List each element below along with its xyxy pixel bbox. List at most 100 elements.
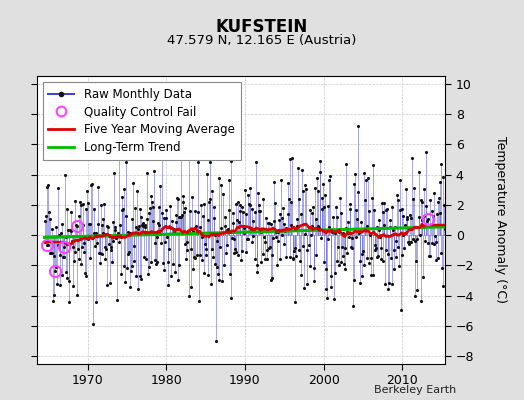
Point: [92, 299, 101, 306]
Point: [305, 242, 313, 249]
Point: [373, 254, 381, 261]
Point: [421, 238, 429, 244]
Point: [192, 229, 201, 235]
Point: [197, 202, 205, 208]
Point: [180, 209, 188, 215]
Point: [276, 211, 285, 217]
Point: [385, 279, 393, 286]
Point: [163, 259, 172, 266]
Point: [384, 285, 392, 292]
Point: [297, 211, 305, 218]
Point: [235, 202, 244, 208]
Point: [432, 239, 440, 245]
Point: [441, 226, 449, 232]
Point: [176, 214, 184, 220]
Point: [270, 218, 278, 224]
Point: [367, 272, 376, 278]
Point: [136, 273, 145, 279]
Point: [377, 244, 385, 251]
Point: [261, 239, 269, 246]
Point: [384, 250, 392, 257]
Point: [174, 277, 182, 283]
Point: [67, 209, 75, 215]
Point: [321, 192, 329, 198]
Point: [194, 209, 203, 216]
Point: [396, 177, 405, 183]
Point: [428, 208, 436, 214]
Point: [376, 233, 384, 240]
Point: [143, 216, 151, 222]
Point: [278, 214, 287, 221]
Point: [110, 170, 118, 176]
Point: [313, 175, 321, 182]
Point: [233, 217, 242, 224]
Point: [334, 262, 343, 268]
Point: [228, 210, 237, 216]
Point: [286, 253, 294, 260]
Point: [80, 249, 88, 256]
Point: [336, 259, 345, 266]
Point: [424, 239, 432, 246]
Point: [122, 159, 130, 166]
Point: [218, 278, 226, 284]
Point: [359, 262, 368, 268]
Point: [69, 244, 77, 250]
Point: [256, 208, 264, 214]
Point: [334, 244, 342, 250]
Point: [247, 228, 255, 234]
Point: [270, 179, 279, 185]
Point: [100, 200, 108, 207]
Point: [61, 234, 70, 240]
Point: [264, 220, 272, 226]
Point: [64, 227, 72, 233]
Point: [211, 261, 219, 267]
Point: [410, 184, 418, 191]
Point: [145, 264, 154, 270]
Point: [202, 246, 210, 252]
Point: [227, 234, 236, 241]
Point: [400, 222, 409, 228]
Point: [190, 208, 199, 214]
Point: [298, 166, 306, 173]
Point: [304, 227, 312, 234]
Point: [50, 292, 58, 298]
Point: [388, 204, 396, 210]
Point: [117, 271, 125, 278]
Point: [90, 206, 98, 212]
Point: [322, 266, 331, 273]
Point: [162, 215, 171, 222]
Point: [106, 246, 115, 253]
Point: [58, 221, 67, 228]
Point: [168, 225, 176, 232]
Point: [319, 181, 327, 188]
Point: [60, 254, 69, 260]
Point: [184, 153, 193, 160]
Point: [378, 208, 387, 215]
Point: [262, 214, 270, 221]
Point: [46, 250, 54, 256]
Point: [151, 256, 159, 263]
Point: [366, 232, 374, 238]
Point: [423, 218, 431, 224]
Point: [357, 219, 365, 226]
Point: [345, 234, 353, 240]
Point: [232, 201, 241, 207]
Point: [220, 262, 228, 269]
Point: [54, 232, 63, 238]
Point: [247, 206, 256, 212]
Point: [242, 249, 250, 255]
Point: [438, 265, 446, 272]
Point: [271, 234, 280, 240]
Point: [237, 248, 246, 254]
Point: [195, 224, 204, 230]
Point: [331, 270, 340, 276]
Point: [277, 177, 285, 183]
Point: [291, 245, 300, 252]
Point: [53, 281, 61, 287]
Point: [77, 261, 85, 268]
Point: [122, 212, 130, 219]
Point: [86, 221, 94, 227]
Point: [421, 203, 430, 210]
Point: [401, 230, 410, 236]
Point: [123, 265, 131, 272]
